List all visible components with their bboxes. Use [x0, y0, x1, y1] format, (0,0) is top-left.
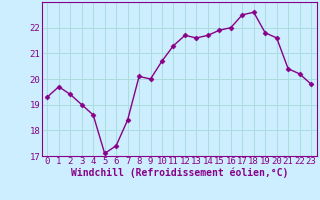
X-axis label: Windchill (Refroidissement éolien,°C): Windchill (Refroidissement éolien,°C) — [70, 168, 288, 178]
